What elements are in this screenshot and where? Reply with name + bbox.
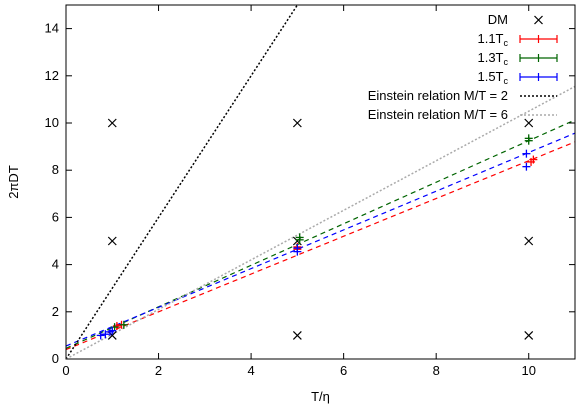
x-tick-label: 4 bbox=[247, 363, 254, 378]
legend-label: Einstein relation M/T = 2 bbox=[368, 88, 508, 103]
x-tick-label: 6 bbox=[340, 363, 347, 378]
fit-lines-layer bbox=[66, 5, 575, 359]
legend-label: 1.5Tc bbox=[477, 69, 508, 86]
plot-frame bbox=[65, 4, 576, 360]
legend-entry: Einstein relation M/T = 2 bbox=[368, 88, 557, 103]
dm-point bbox=[524, 118, 534, 128]
data-point bbox=[295, 233, 304, 242]
einstein-line bbox=[66, 85, 575, 359]
fit-line bbox=[66, 141, 575, 351]
legend-symbol bbox=[519, 73, 558, 81]
legend-entry: 1.3Tc bbox=[477, 50, 558, 67]
x-tick-label: 0 bbox=[62, 363, 69, 378]
y-tick-label: 8 bbox=[52, 162, 59, 177]
legend-entry: DM bbox=[488, 12, 543, 27]
fit-line bbox=[66, 132, 575, 347]
dm-point bbox=[524, 330, 534, 340]
legend-symbol bbox=[534, 15, 543, 25]
legend-entry: 1.5Tc bbox=[477, 69, 558, 86]
legend-symbol bbox=[519, 54, 558, 62]
legend-entry: 1.1Tc bbox=[477, 31, 558, 48]
dm-point bbox=[107, 118, 117, 128]
dm-point bbox=[292, 118, 302, 128]
data-point bbox=[101, 330, 110, 339]
x-tick-label: 2 bbox=[155, 363, 162, 378]
data-point bbox=[119, 320, 128, 329]
ticks-layer: 0 2 4 6 8 10 0 2 4 6 8 10 12 14 bbox=[45, 5, 575, 378]
x-tick-label: 10 bbox=[521, 363, 535, 378]
legend-label: 1.1Tc bbox=[477, 31, 508, 48]
y-tick-label: 14 bbox=[45, 21, 59, 36]
legend-label: 1.3Tc bbox=[477, 50, 508, 67]
y-axis-label: 2πDT bbox=[6, 165, 21, 199]
y-tick-label: 6 bbox=[52, 209, 59, 224]
x-tick-label: 8 bbox=[433, 363, 440, 378]
legend-symbol bbox=[519, 35, 558, 43]
dm-point bbox=[524, 236, 534, 246]
data-points-layer bbox=[96, 118, 538, 340]
legend-entry: Einstein relation M/T = 6 bbox=[368, 107, 557, 122]
data-point bbox=[522, 149, 531, 158]
data-point bbox=[529, 155, 538, 164]
data-point bbox=[108, 326, 117, 335]
y-tick-label: 12 bbox=[45, 68, 59, 83]
dm-point bbox=[292, 330, 302, 340]
y-tick-label: 2 bbox=[52, 304, 59, 319]
dm-point bbox=[107, 236, 117, 246]
x-axis-label: T/η bbox=[311, 389, 330, 404]
legend-label: DM bbox=[488, 12, 508, 27]
data-point bbox=[293, 244, 302, 253]
y-tick-label: 0 bbox=[52, 351, 59, 366]
data-point bbox=[524, 134, 533, 143]
y-tick-label: 10 bbox=[45, 115, 59, 130]
y-tick-label: 4 bbox=[52, 257, 59, 272]
data-point bbox=[96, 331, 105, 340]
legend: DM 1.1Tc 1.3Tc 1.5Tc Einstein relation M/T =… bbox=[368, 12, 558, 122]
legend-label: Einstein relation M/T = 6 bbox=[368, 107, 508, 122]
data-point bbox=[522, 162, 531, 171]
